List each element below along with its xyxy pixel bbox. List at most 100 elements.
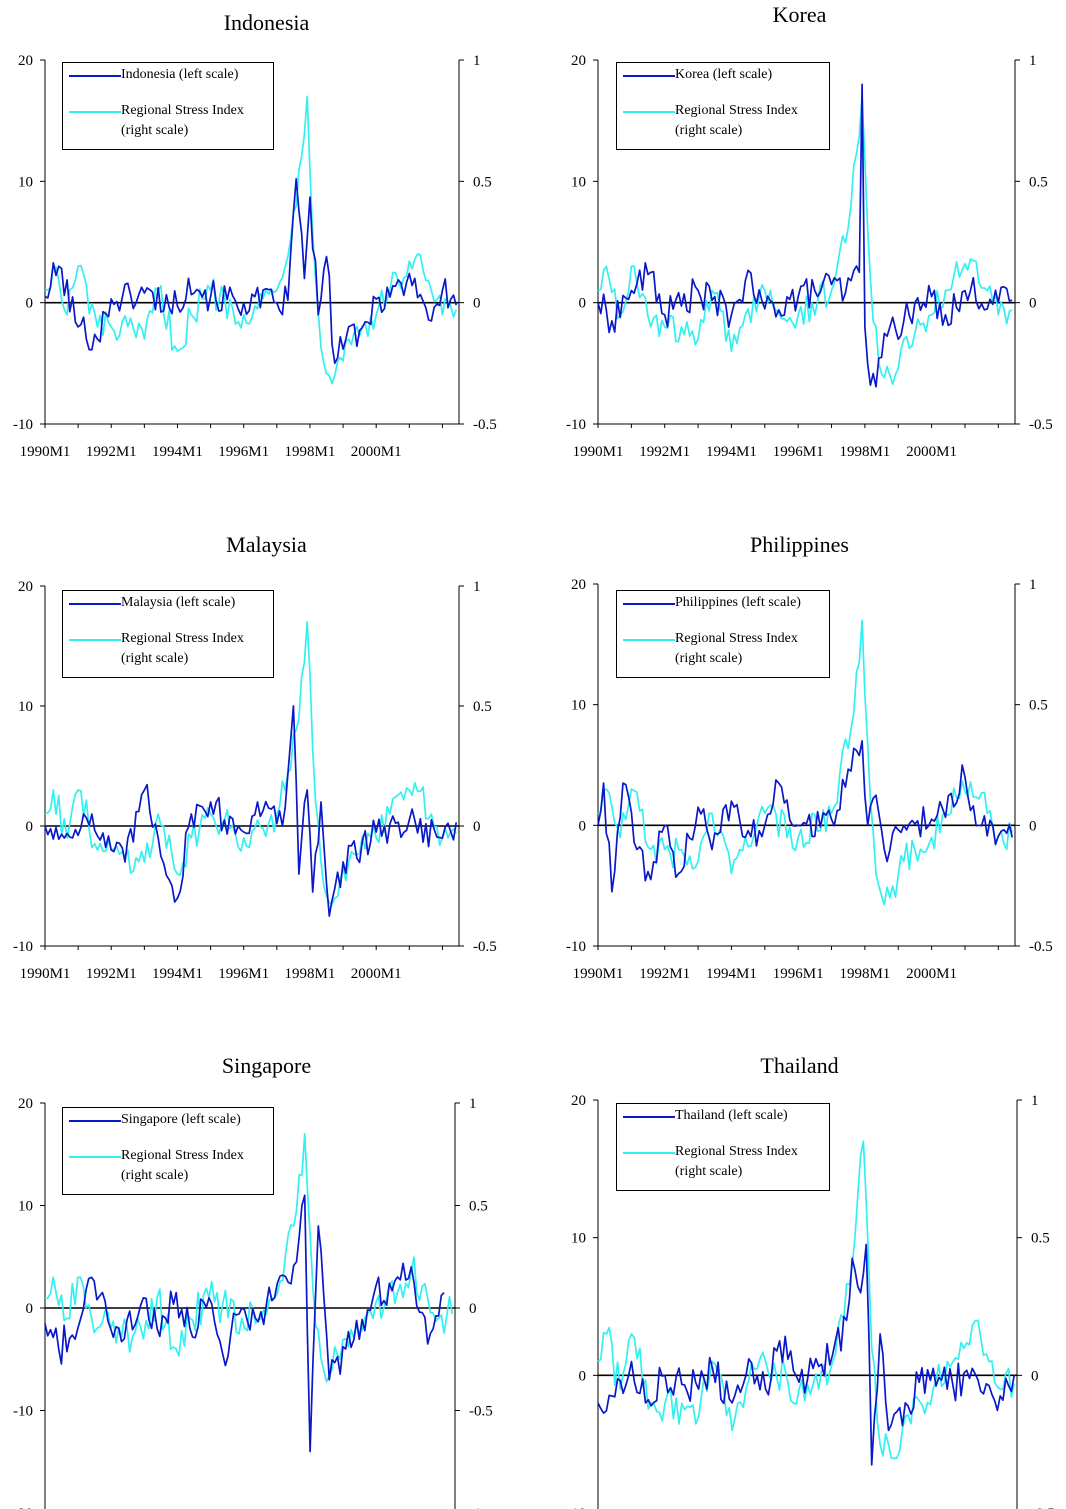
left-tick-label: 10 (571, 174, 586, 190)
x-tick-label: 1990M1 (573, 966, 624, 982)
left-tick-label: -10 (13, 1404, 33, 1420)
chart-legend: Singapore (left scale) Regional Stress In… (62, 1107, 274, 1195)
stress-index-series-line (44, 1132, 454, 1383)
x-tick-label: 1990M1 (573, 444, 624, 460)
legend-swatch (623, 75, 675, 77)
stress-index-series-line (44, 95, 457, 385)
left-tick-label: -10 (566, 417, 586, 433)
left-tick-label: -10 (566, 939, 586, 955)
right-tick-label: 0 (1031, 1368, 1039, 1384)
chart-svg: 20100-1010.50-0.51990M11992M11994M11996M… (566, 1093, 1055, 1509)
legend-label: Malaysia (left scale) (121, 595, 236, 610)
chart-title: Singapore (221, 1053, 312, 1078)
x-tick-label: 2000M1 (906, 966, 957, 982)
chart-title: Malaysia (226, 532, 307, 557)
country-series-line (44, 1194, 445, 1453)
x-tick-label: 1990M1 (20, 444, 71, 460)
left-tick-label: 10 (18, 174, 33, 190)
legend-swatch (623, 639, 675, 641)
legend-swatch (69, 1120, 121, 1122)
chart-panel-singapore: Singapore20100-10-2010.50-0.5-11990M1199… (0, 1047, 533, 1509)
right-tick-label: 0 (469, 1301, 477, 1317)
x-tick-label: 1998M1 (839, 444, 890, 460)
stress-index-series-line (597, 95, 1013, 386)
country-series-line (597, 1243, 1016, 1466)
x-tick-label: 1994M1 (152, 444, 203, 460)
x-tick-label: 1992M1 (639, 444, 690, 460)
legend-label: Regional Stress Index (right scale) (121, 631, 244, 666)
chart-panel-malaysia: Malaysia 20 10 0 -10 1 0.5 0 -0.5 1990M1 1992M1 199… (0, 526, 533, 1046)
left-tick-label: 20 (571, 53, 586, 69)
left-tick-label: 0 (26, 819, 34, 835)
chart-panel-korea: Korea 20 10 0 -10 1 0.5 0 -0.5 1990M1 1992M1 1994M1… (533, 0, 1066, 520)
left-tick-label: 0 (579, 1368, 587, 1384)
legend-label: Regional Stress Index (right scale) (675, 631, 798, 666)
right-tick-label: 1 (1031, 1093, 1039, 1109)
legend-swatch (69, 639, 121, 641)
right-tick-label: -0.5 (1031, 1506, 1055, 1509)
right-tick-label: -0.5 (469, 1404, 493, 1420)
x-tick-label: 1996M1 (218, 444, 269, 460)
right-tick-label: 0.5 (473, 174, 492, 190)
legend-label: Regional Stress Index (right scale) (121, 103, 244, 138)
left-tick-label: 0 (579, 818, 587, 834)
left-tick-label: 0 (26, 1301, 34, 1317)
right-tick-label: 0.5 (1029, 698, 1048, 714)
right-tick-label: -0.5 (1029, 939, 1053, 955)
chart-legend: Thailand (left scale) Regional Stress Ind… (616, 1103, 830, 1191)
chart-panel-indonesia: Indonesia 20 10 0 -10 1 0.5 0 -0.5 1990M1 1992M1 19… (0, 0, 533, 520)
right-tick-label: 0.5 (1029, 174, 1048, 190)
x-tick-label: 2000M1 (351, 966, 402, 982)
right-tick-label: 0 (1029, 818, 1037, 834)
x-tick-label: 1994M1 (706, 966, 757, 982)
right-tick-label: 0.5 (469, 1199, 488, 1215)
chart-legend: Indonesia (left scale) Regional Stress In… (62, 62, 274, 150)
right-tick-label: 1 (1029, 53, 1037, 69)
right-tick-label: -0.5 (473, 939, 497, 955)
left-tick-label: 0 (579, 296, 587, 312)
left-tick-label: -20 (13, 1506, 33, 1509)
left-tick-label: -10 (13, 417, 33, 433)
left-tick-label: 10 (18, 1199, 33, 1215)
x-tick-label: 1996M1 (218, 966, 269, 982)
chart-title: Philippines (749, 532, 849, 557)
right-tick-label: 0 (473, 296, 481, 312)
legend-label: Philippines (left scale) (675, 595, 801, 610)
right-tick-label: -1 (469, 1506, 482, 1509)
country-series-line (44, 705, 458, 917)
x-tick-label: 1992M1 (639, 966, 690, 982)
legend-label: Regional Stress Index (right scale) (675, 1144, 798, 1179)
left-tick-label: 20 (18, 1096, 33, 1112)
x-tick-label: 2000M1 (351, 444, 402, 460)
legend-label: Regional Stress Index (right scale) (121, 1148, 244, 1183)
x-tick-label: 1996M1 (773, 966, 824, 982)
legend-swatch (623, 1116, 675, 1118)
legend-label: Indonesia (left scale) (121, 67, 239, 82)
chart-panel-thailand: Thailand20100-1010.50-0.51990M11992M1199… (533, 1047, 1066, 1509)
right-tick-label: 1 (469, 1096, 477, 1112)
right-tick-label: 0.5 (473, 699, 492, 715)
left-tick-label: 20 (571, 577, 586, 593)
legend-swatch (623, 111, 675, 113)
legend-swatch (69, 1156, 121, 1158)
x-tick-label: 1994M1 (706, 444, 757, 460)
chart-legend: Malaysia (left scale) Regional Stress Ind… (62, 590, 274, 678)
right-tick-label: -0.5 (1029, 417, 1053, 433)
chart-title: Indonesia (223, 10, 310, 35)
chart-legend: Philippines (left scale) Regional Stress … (616, 590, 830, 678)
left-tick-label: 10 (18, 699, 33, 715)
chart-svg: 20100-10-2010.50-0.5-11990M11992M11994M1… (13, 1096, 493, 1509)
chart-panel-philippines: Philippines 20 10 0 -10 1 0.5 0 -0.5 1990M1 1992M1… (533, 526, 1066, 1046)
stress-index-series-line (44, 621, 457, 906)
left-tick-label: 0 (26, 296, 34, 312)
chart-title: Thailand (760, 1053, 839, 1078)
left-tick-label: 10 (571, 698, 586, 714)
x-tick-label: 1994M1 (152, 966, 203, 982)
stress-index-series-line (597, 619, 1014, 906)
legend-label: Singapore (left scale) (121, 1112, 241, 1127)
legend-label: Thailand (left scale) (675, 1108, 788, 1123)
x-tick-label: 1998M1 (285, 444, 336, 460)
